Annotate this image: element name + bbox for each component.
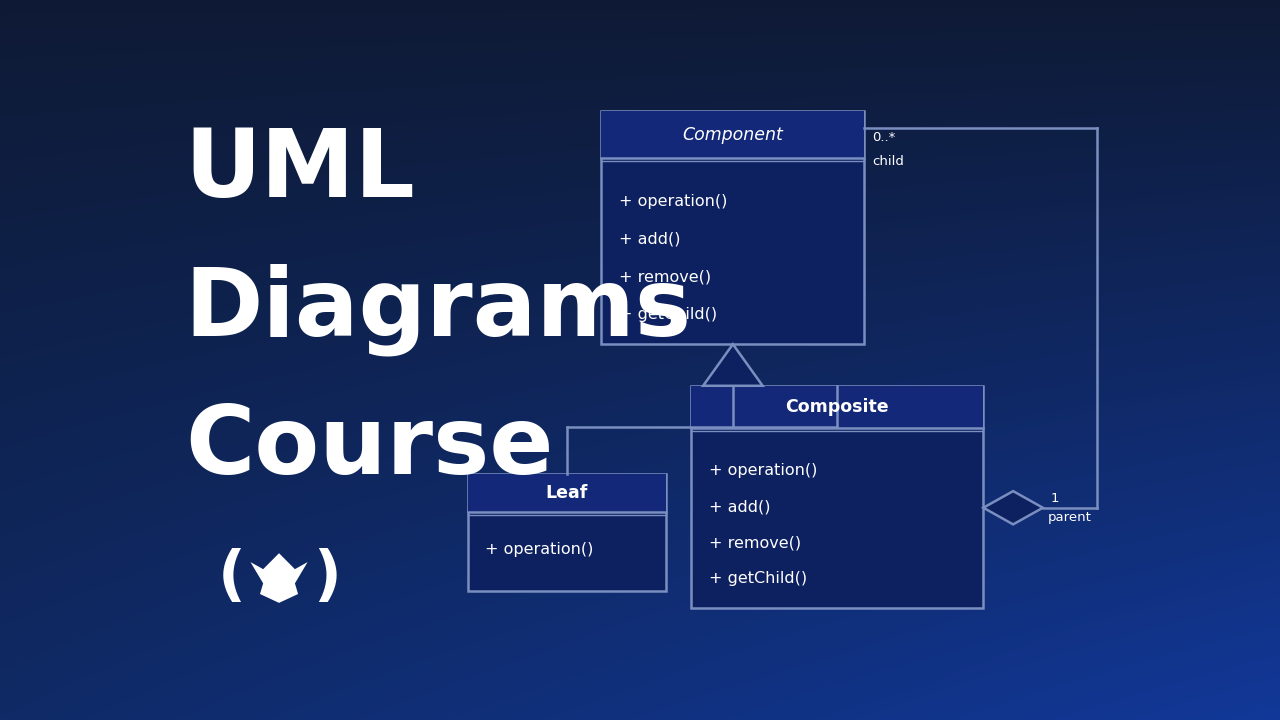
Polygon shape (983, 491, 1043, 524)
Text: 1: 1 (1051, 492, 1060, 505)
Text: + remove(): + remove() (620, 269, 712, 284)
Text: + getChild(): + getChild() (709, 571, 806, 586)
Bar (691, 386, 983, 428)
Text: + add(): + add() (620, 232, 681, 247)
Text: + remove(): + remove() (709, 535, 801, 550)
Text: + operation(): + operation() (620, 194, 727, 210)
Text: Composite: Composite (785, 398, 888, 416)
Bar (467, 474, 666, 591)
Text: 0..*: 0..* (872, 131, 896, 144)
Text: UML: UML (184, 125, 416, 217)
Polygon shape (703, 344, 763, 386)
Bar (602, 112, 864, 344)
Bar (467, 474, 666, 512)
Text: parent: parent (1048, 510, 1092, 523)
Text: Leaf: Leaf (545, 484, 588, 502)
Text: + add(): + add() (709, 499, 771, 514)
Text: child: child (872, 155, 904, 168)
PathPatch shape (251, 553, 307, 603)
Bar (602, 112, 864, 158)
Text: (: ( (218, 547, 246, 606)
Text: + operation(): + operation() (709, 463, 817, 478)
Text: + getChild(): + getChild() (620, 307, 717, 322)
Text: + operation(): + operation() (485, 542, 594, 557)
Text: Course: Course (184, 402, 553, 495)
Text: Component: Component (682, 125, 783, 143)
Bar (691, 386, 983, 608)
Text: ): ) (312, 547, 340, 606)
Text: Diagrams: Diagrams (184, 264, 692, 356)
